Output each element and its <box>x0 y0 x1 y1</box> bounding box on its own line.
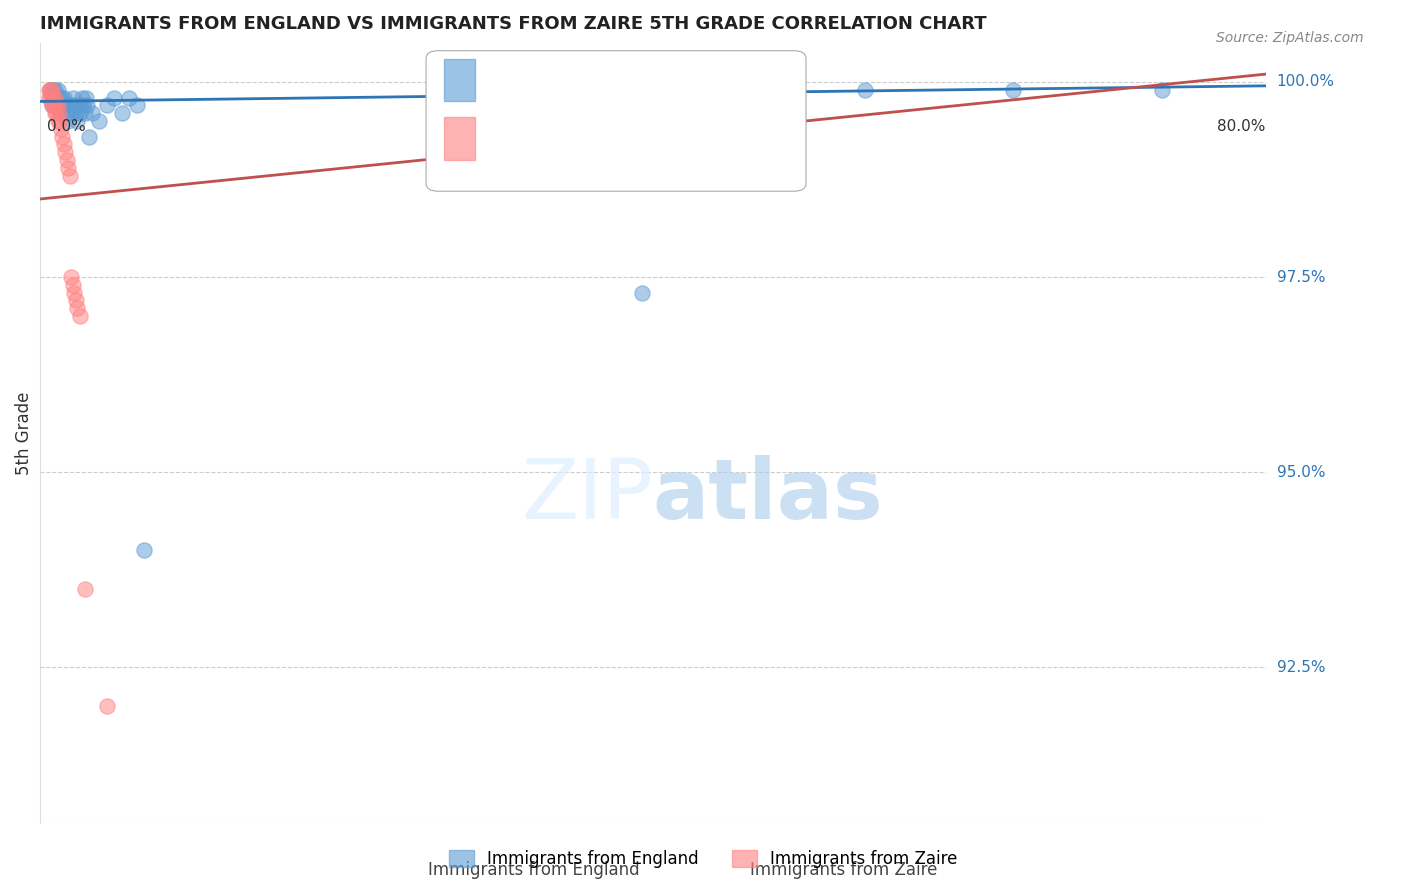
Legend: Immigrants from England, Immigrants from Zaire: Immigrants from England, Immigrants from… <box>441 843 965 875</box>
Y-axis label: 5th Grade: 5th Grade <box>15 392 32 475</box>
Point <box>66 301 89 316</box>
Point <box>41 98 63 112</box>
Text: atlas: atlas <box>652 455 883 536</box>
Point <box>42 90 65 104</box>
Point <box>853 83 876 97</box>
Point <box>76 98 98 112</box>
Point <box>51 98 73 112</box>
Point <box>111 106 134 120</box>
Point <box>52 90 75 104</box>
Point <box>45 98 67 112</box>
Point <box>53 98 76 112</box>
Point <box>62 90 84 104</box>
Point <box>96 98 118 112</box>
Point <box>44 90 66 104</box>
Point <box>49 106 72 120</box>
Point <box>41 90 63 104</box>
Point <box>39 90 62 104</box>
Point <box>39 83 62 97</box>
Point <box>39 83 62 97</box>
Bar <box>444 59 475 102</box>
Bar <box>444 117 475 160</box>
Point <box>38 83 60 97</box>
Point <box>59 169 82 183</box>
Point <box>70 90 93 104</box>
Text: 97.5%: 97.5% <box>1277 269 1326 285</box>
Point <box>51 129 73 144</box>
Point <box>48 98 70 112</box>
Text: 80.0%: 80.0% <box>1218 119 1265 134</box>
Point <box>73 106 96 120</box>
Point <box>48 90 70 104</box>
Point <box>1002 83 1025 97</box>
Point <box>65 293 87 308</box>
Point <box>72 98 94 112</box>
Point <box>53 145 76 160</box>
Text: N = 47: N = 47 <box>652 82 720 100</box>
Point <box>69 106 91 120</box>
Point <box>132 543 155 558</box>
Point <box>1150 83 1173 97</box>
Point <box>63 98 86 112</box>
Point <box>46 83 69 97</box>
Point <box>46 98 69 112</box>
Point <box>69 309 91 323</box>
Point <box>59 98 82 112</box>
Point <box>56 114 79 128</box>
Point <box>77 129 100 144</box>
Text: 0.0%: 0.0% <box>48 119 86 134</box>
Point <box>103 90 125 104</box>
Point <box>75 90 97 104</box>
Point <box>41 98 63 112</box>
Point <box>46 98 69 112</box>
Point <box>49 121 72 136</box>
Text: R =  0.126: R = 0.126 <box>457 82 553 100</box>
Point <box>45 106 67 120</box>
Point <box>46 114 69 128</box>
Point <box>41 83 63 97</box>
Point <box>66 114 89 128</box>
Text: R =  0.386: R = 0.386 <box>457 136 553 154</box>
Text: Source: ZipAtlas.com: Source: ZipAtlas.com <box>1216 31 1364 45</box>
Text: Immigrants from Zaire: Immigrants from Zaire <box>749 861 938 879</box>
Point <box>56 161 79 175</box>
Point <box>45 98 67 112</box>
Text: N = 31: N = 31 <box>652 136 720 154</box>
Text: 95.0%: 95.0% <box>1277 465 1326 480</box>
Point <box>630 285 652 300</box>
Text: ZIP: ZIP <box>520 455 652 536</box>
Point <box>44 98 66 112</box>
Point <box>38 90 60 104</box>
Point <box>73 582 96 597</box>
Point <box>62 277 84 292</box>
Point <box>63 285 86 300</box>
Point <box>48 106 70 120</box>
Point <box>60 270 83 285</box>
FancyBboxPatch shape <box>426 51 806 191</box>
Text: 92.5%: 92.5% <box>1277 660 1326 675</box>
Point <box>80 106 103 120</box>
Point <box>89 114 111 128</box>
Point <box>45 90 67 104</box>
Point <box>96 699 118 714</box>
Point <box>42 98 65 112</box>
Point <box>42 83 65 97</box>
Point <box>118 90 141 104</box>
Point <box>42 90 65 104</box>
Point <box>44 83 66 97</box>
Point <box>67 98 90 112</box>
Point <box>48 114 70 128</box>
Point <box>60 106 83 120</box>
Point <box>65 106 87 120</box>
Point <box>52 137 75 152</box>
Text: IMMIGRANTS FROM ENGLAND VS IMMIGRANTS FROM ZAIRE 5TH GRADE CORRELATION CHART: IMMIGRANTS FROM ENGLAND VS IMMIGRANTS FR… <box>39 15 987 33</box>
Point <box>55 153 77 167</box>
Text: Immigrants from England: Immigrants from England <box>429 861 640 879</box>
Point <box>51 90 73 104</box>
Point <box>125 98 148 112</box>
Point <box>55 106 77 120</box>
Point <box>44 90 66 104</box>
Text: 100.0%: 100.0% <box>1277 74 1334 89</box>
Point <box>44 106 66 120</box>
